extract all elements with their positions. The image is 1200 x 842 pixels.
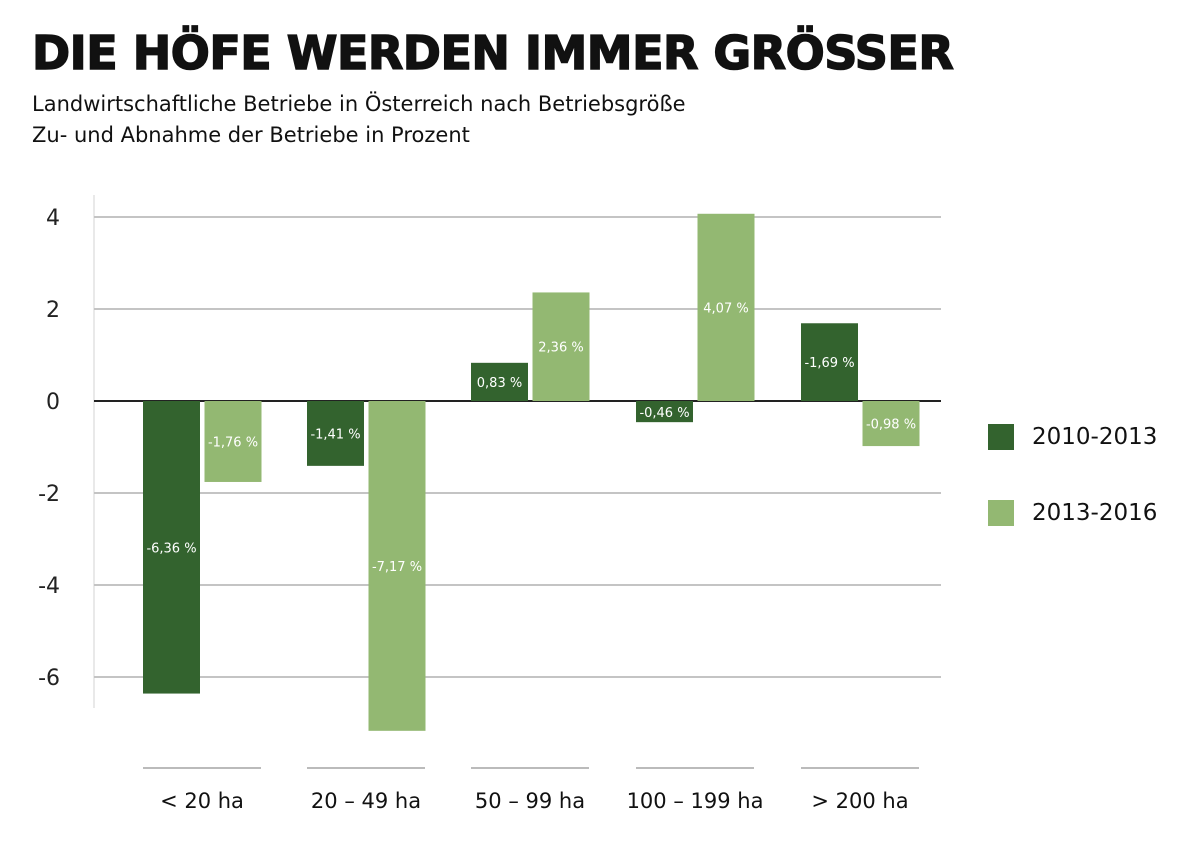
data-label: -1,41 % — [310, 427, 360, 442]
bar — [862, 401, 920, 447]
y-tick-label: -6 — [38, 666, 60, 691]
x-tick-label: < 20 ha — [160, 789, 244, 813]
bar — [636, 401, 693, 423]
chart-subtitle-2: Zu- und Abnahme der Betriebe in Prozent — [32, 123, 470, 147]
x-tick-label: 50 – 99 ha — [475, 789, 585, 813]
y-tick-label: 0 — [46, 390, 60, 415]
legend-item-2013-2016: 2013-2016 — [988, 500, 1157, 526]
data-label: 2,36 % — [538, 341, 583, 356]
data-label: -1,76 % — [208, 435, 258, 450]
bar — [697, 213, 755, 401]
legend-swatch — [988, 424, 1014, 450]
data-label: -6,36 % — [146, 541, 196, 556]
data-label: 0,83 % — [477, 376, 522, 391]
data-label: -0,46 % — [639, 406, 689, 421]
chart-subtitle: Landwirtschaftliche Betriebe in Österrei… — [32, 92, 686, 116]
y-tick-label: -4 — [38, 574, 60, 599]
y-tick-label: 2 — [46, 298, 60, 323]
legend-label: 2010-2013 — [1032, 424, 1158, 450]
bar — [471, 362, 528, 401]
y-tick-label: -2 — [38, 482, 60, 507]
chart-title: DIE HÖFE WERDEN IMMER GRÖSSER — [31, 25, 954, 81]
bar — [307, 401, 364, 466]
legend-item-2010-2013: 2010-2013 — [988, 424, 1157, 450]
bar — [204, 401, 262, 482]
data-label: -1,69 % — [804, 356, 854, 371]
bar — [368, 401, 426, 731]
x-tick-label: 100 – 199 ha — [627, 789, 764, 813]
y-tick-label: 4 — [46, 206, 60, 231]
bar — [801, 323, 858, 401]
bar — [532, 292, 590, 401]
x-tick-label: > 200 ha — [811, 789, 908, 813]
legend-label: 2013-2016 — [1032, 500, 1158, 526]
bar — [143, 401, 200, 694]
data-label: -7,17 % — [372, 560, 422, 575]
legend-swatch — [988, 500, 1014, 526]
x-tick-label: 20 – 49 ha — [311, 789, 421, 813]
data-label: -0,98 % — [866, 418, 916, 433]
data-label: 4,07 % — [703, 301, 748, 316]
